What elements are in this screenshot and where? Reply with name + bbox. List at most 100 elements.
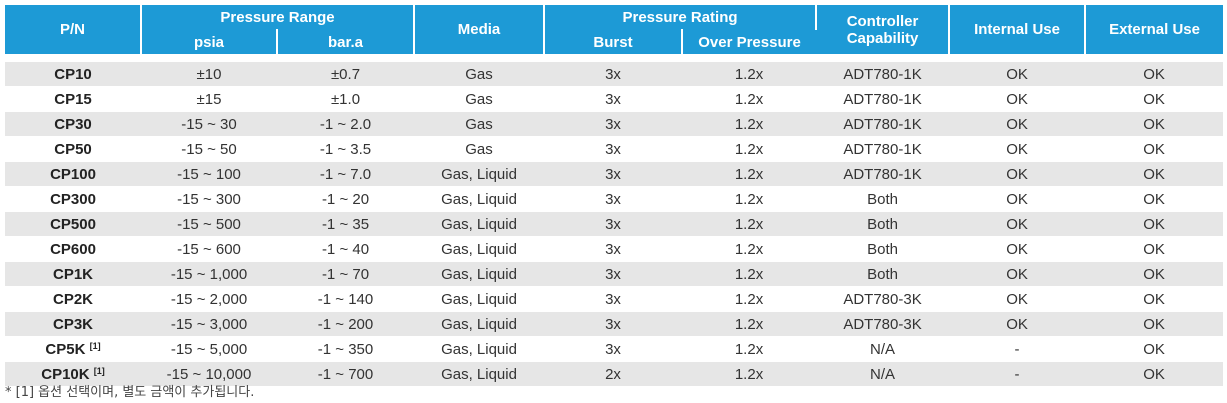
part-number: CP10 [54, 65, 92, 83]
table-row: CP10K [1] -15 ~ 10,000 -1 ~ 700 Gas, Liquid… [5, 361, 1224, 387]
table-row: CP300 -15 ~ 300 -1 ~ 20 Gas, Liquid 3x 1.2x Bo… [5, 186, 1224, 212]
table-row: CP100 -15 ~ 100 -1 ~ 7.0 Gas, Liquid 3x 1.2x A… [5, 161, 1224, 187]
header-external-use: External Use [1085, 5, 1224, 54]
cell-media: Gas [414, 86, 545, 112]
part-number: CP50 [54, 140, 92, 158]
cell-pn: CP15 [5, 86, 141, 112]
cell-media: Gas, Liquid [414, 261, 545, 287]
cell-bara: ±1.0 [277, 86, 415, 112]
cell-bara: -1 ~ 7.0 [277, 161, 415, 187]
part-number: CP100 [50, 165, 96, 183]
part-number: CP3K [52, 315, 93, 333]
cell-external: OK [1085, 62, 1224, 87]
cell-pn: CP500 [5, 211, 141, 237]
table-row: CP600 -15 ~ 600 -1 ~ 40 Gas, Liquid 3x 1.2x Bo… [5, 236, 1224, 262]
cell-burst: 3x [544, 136, 683, 162]
cell-external: OK [1085, 161, 1224, 187]
part-number: CP15 [54, 90, 92, 108]
cell-psia: -15 ~ 10,000 [141, 361, 277, 387]
part-number: CP300 [50, 190, 96, 208]
part-number: CP1K [52, 265, 93, 283]
table-row: CP2K -15 ~ 2,000 -1 ~ 140 Gas, Liquid 3x 1.2x… [5, 286, 1224, 312]
cell-bara: -1 ~ 70 [277, 261, 415, 287]
cell-bara: -1 ~ 700 [277, 361, 415, 387]
cell-internal: OK [949, 286, 1086, 312]
cell-pn: CP50 [5, 136, 141, 162]
cell-controller: Both [816, 186, 950, 212]
cell-psia: -15 ~ 3,000 [141, 311, 277, 337]
header-over-pressure: Over Pressure [682, 29, 817, 54]
cell-psia: -15 ~ 30 [141, 111, 277, 137]
cell-burst: 3x [544, 236, 683, 262]
header-bara: bar.a [277, 29, 416, 54]
part-number: CP10K [41, 365, 90, 383]
cell-psia: -15 ~ 100 [141, 161, 277, 187]
cell-psia: -15 ~ 600 [141, 236, 277, 262]
cell-burst: 3x [544, 336, 683, 362]
table-row: CP1K -15 ~ 1,000 -1 ~ 70 Gas, Liquid 3x 1.2x B… [5, 261, 1224, 287]
cell-controller: N/A [816, 361, 950, 387]
table-row: CP15 ±15 ±1.0 Gas 3x 1.2x ADT780-1K OK OK [5, 86, 1224, 112]
cell-external: OK [1085, 311, 1224, 337]
cell-bara: -1 ~ 2.0 [277, 111, 415, 137]
header-pn: P/N [5, 5, 142, 54]
cell-over: 1.2x [682, 236, 817, 262]
cell-internal: OK [949, 236, 1086, 262]
cell-bara: -1 ~ 40 [277, 236, 415, 262]
cell-burst: 2x [544, 361, 683, 387]
cell-internal: - [949, 336, 1086, 362]
cell-controller: Both [816, 261, 950, 287]
cell-pn: CP600 [5, 236, 141, 262]
header-burst: Burst [544, 29, 684, 54]
cell-over: 1.2x [682, 311, 817, 337]
cell-media: Gas, Liquid [414, 336, 545, 362]
part-number: CP500 [50, 215, 96, 233]
table-row: CP30 -15 ~ 30 -1 ~ 2.0 Gas 3x 1.2x ADT780-1K OK… [5, 111, 1224, 137]
cell-psia: ±10 [141, 62, 277, 87]
cell-internal: OK [949, 311, 1086, 337]
part-number: CP30 [54, 115, 92, 133]
cell-controller: ADT780-1K [816, 136, 950, 162]
cell-internal: OK [949, 261, 1086, 287]
spec-table-wrapper: P/N Pressure Range Media Pressure Rating… [5, 5, 1224, 387]
cell-bara: -1 ~ 3.5 [277, 136, 415, 162]
cell-media: Gas [414, 111, 545, 137]
cell-external: OK [1085, 336, 1224, 362]
cell-psia: -15 ~ 50 [141, 136, 277, 162]
cell-pn: CP30 [5, 111, 141, 137]
header-pressure-range: Pressure Range [141, 5, 416, 30]
part-number: CP5K [45, 340, 86, 358]
cell-controller: N/A [816, 336, 950, 362]
cell-media: Gas, Liquid [414, 161, 545, 187]
cell-internal: OK [949, 211, 1086, 237]
cell-internal: OK [949, 62, 1086, 87]
cell-media: Gas [414, 62, 545, 87]
cell-media: Gas, Liquid [414, 211, 545, 237]
cell-pn: CP10K [1] [5, 361, 141, 387]
cell-psia: -15 ~ 1,000 [141, 261, 277, 287]
cell-bara: ±0.7 [277, 62, 415, 87]
cell-external: OK [1085, 111, 1224, 137]
cell-media: Gas, Liquid [414, 286, 545, 312]
cell-burst: 3x [544, 161, 683, 187]
cell-controller: ADT780-1K [816, 86, 950, 112]
cell-media: Gas, Liquid [414, 236, 545, 262]
cell-over: 1.2x [682, 161, 817, 187]
cell-controller: ADT780-1K [816, 161, 950, 187]
cell-media: Gas, Liquid [414, 361, 545, 387]
cell-over: 1.2x [682, 136, 817, 162]
pressure-sensor-spec-table: P/N Pressure Range Media Pressure Rating… [5, 5, 1224, 387]
cell-media: Gas [414, 136, 545, 162]
footnote-marker: [1] [93, 365, 105, 376]
table-row: CP50 -15 ~ 50 -1 ~ 3.5 Gas 3x 1.2x ADT780-1K OK… [5, 136, 1224, 162]
cell-external: OK [1085, 86, 1224, 112]
cell-pn: CP1K [5, 261, 141, 287]
cell-over: 1.2x [682, 336, 817, 362]
header-internal-use: Internal Use [949, 5, 1087, 54]
cell-controller: ADT780-3K [816, 286, 950, 312]
cell-burst: 3x [544, 211, 683, 237]
cell-over: 1.2x [682, 361, 817, 387]
cell-pn: CP5K [1] [5, 336, 141, 362]
cell-pn: CP10 [5, 62, 141, 87]
header-pressure-rating: Pressure Rating [544, 5, 818, 30]
